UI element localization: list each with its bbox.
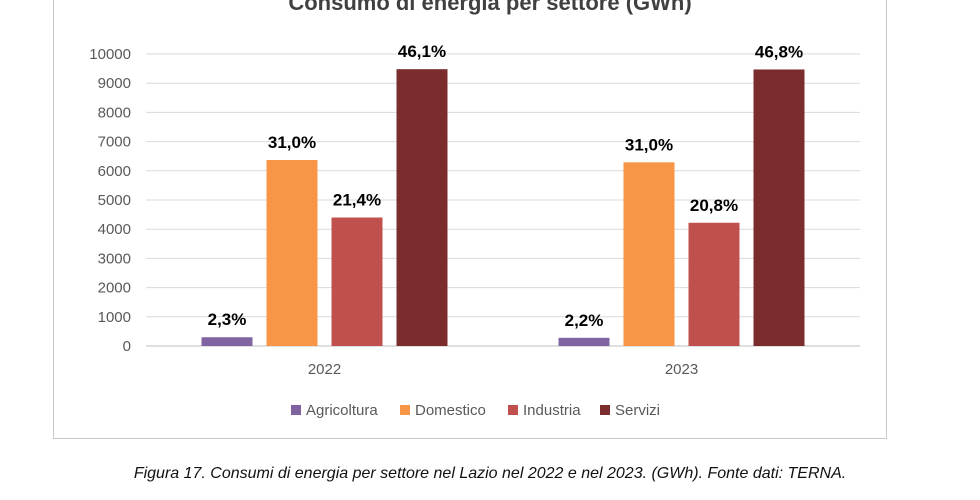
chart-frame (53, 0, 887, 439)
bar-industria-2022 (331, 217, 383, 346)
y-tick-label: 4000 (98, 221, 131, 238)
legend-item-label: Agricoltura (306, 402, 378, 419)
legend-swatch (291, 405, 301, 415)
bars (201, 69, 805, 347)
figure-caption: Figura 17. Consumi di energia per settor… (133, 465, 847, 482)
y-tick-label: 1000 (98, 309, 131, 326)
bar-chart: 0 1000 2000 3000 4000 5000 6000 7000 8000 9000 100… (89, 42, 860, 419)
x-axis-ticks: 2022 2023 (308, 361, 698, 378)
y-tick-label: 10000 (89, 46, 131, 63)
legend-swatch (508, 405, 518, 415)
data-label: 21,4% (333, 191, 381, 210)
y-tick-label: 8000 (98, 104, 131, 121)
data-label: 2,2% (565, 311, 604, 330)
y-tick-label: 5000 (98, 192, 131, 209)
data-label: 31,0% (268, 133, 316, 152)
bar-servizi-2023 (753, 69, 805, 346)
y-tick-label: 9000 (98, 75, 131, 92)
bar-domestico-2023 (623, 162, 675, 346)
legend-item-label: Industria (523, 402, 581, 419)
legend-item-label: Domestico (415, 402, 486, 419)
data-label: 2,3% (208, 310, 247, 329)
y-axis-ticks: 0 1000 2000 3000 4000 5000 6000 7000 8000 9000 100… (89, 46, 131, 355)
legend-swatch (600, 405, 610, 415)
bar-industria-2023 (688, 222, 740, 346)
x-tick-label: 2022 (308, 361, 341, 378)
bar-agricoltura-2023 (558, 337, 610, 346)
data-labels: 2,3% 31,0% 21,4% 46,1% 2,2% 31,0% 20,8% 46,8% (208, 42, 803, 330)
bar-agricoltura-2022 (201, 337, 253, 346)
legend-swatch (400, 405, 410, 415)
y-tick-label: 3000 (98, 250, 131, 267)
data-label: 46,8% (755, 42, 803, 61)
legend: Agricoltura Domestico Industria Servizi (291, 402, 660, 419)
gridlines (146, 53, 860, 347)
y-tick-label: 7000 (98, 134, 131, 151)
y-tick-label: 6000 (98, 163, 131, 180)
y-tick-label: 2000 (98, 280, 131, 297)
data-label: 46,1% (398, 42, 446, 61)
data-label: 31,0% (625, 135, 673, 154)
legend-item-label: Servizi (615, 402, 660, 419)
y-tick-label: 0 (123, 338, 131, 355)
bar-servizi-2022 (396, 69, 448, 347)
chart-title: Consumo di energia per settore (GWh) (288, 0, 692, 15)
data-label: 20,8% (690, 196, 738, 215)
bar-domestico-2022 (266, 159, 318, 346)
x-tick-label: 2023 (665, 361, 698, 378)
